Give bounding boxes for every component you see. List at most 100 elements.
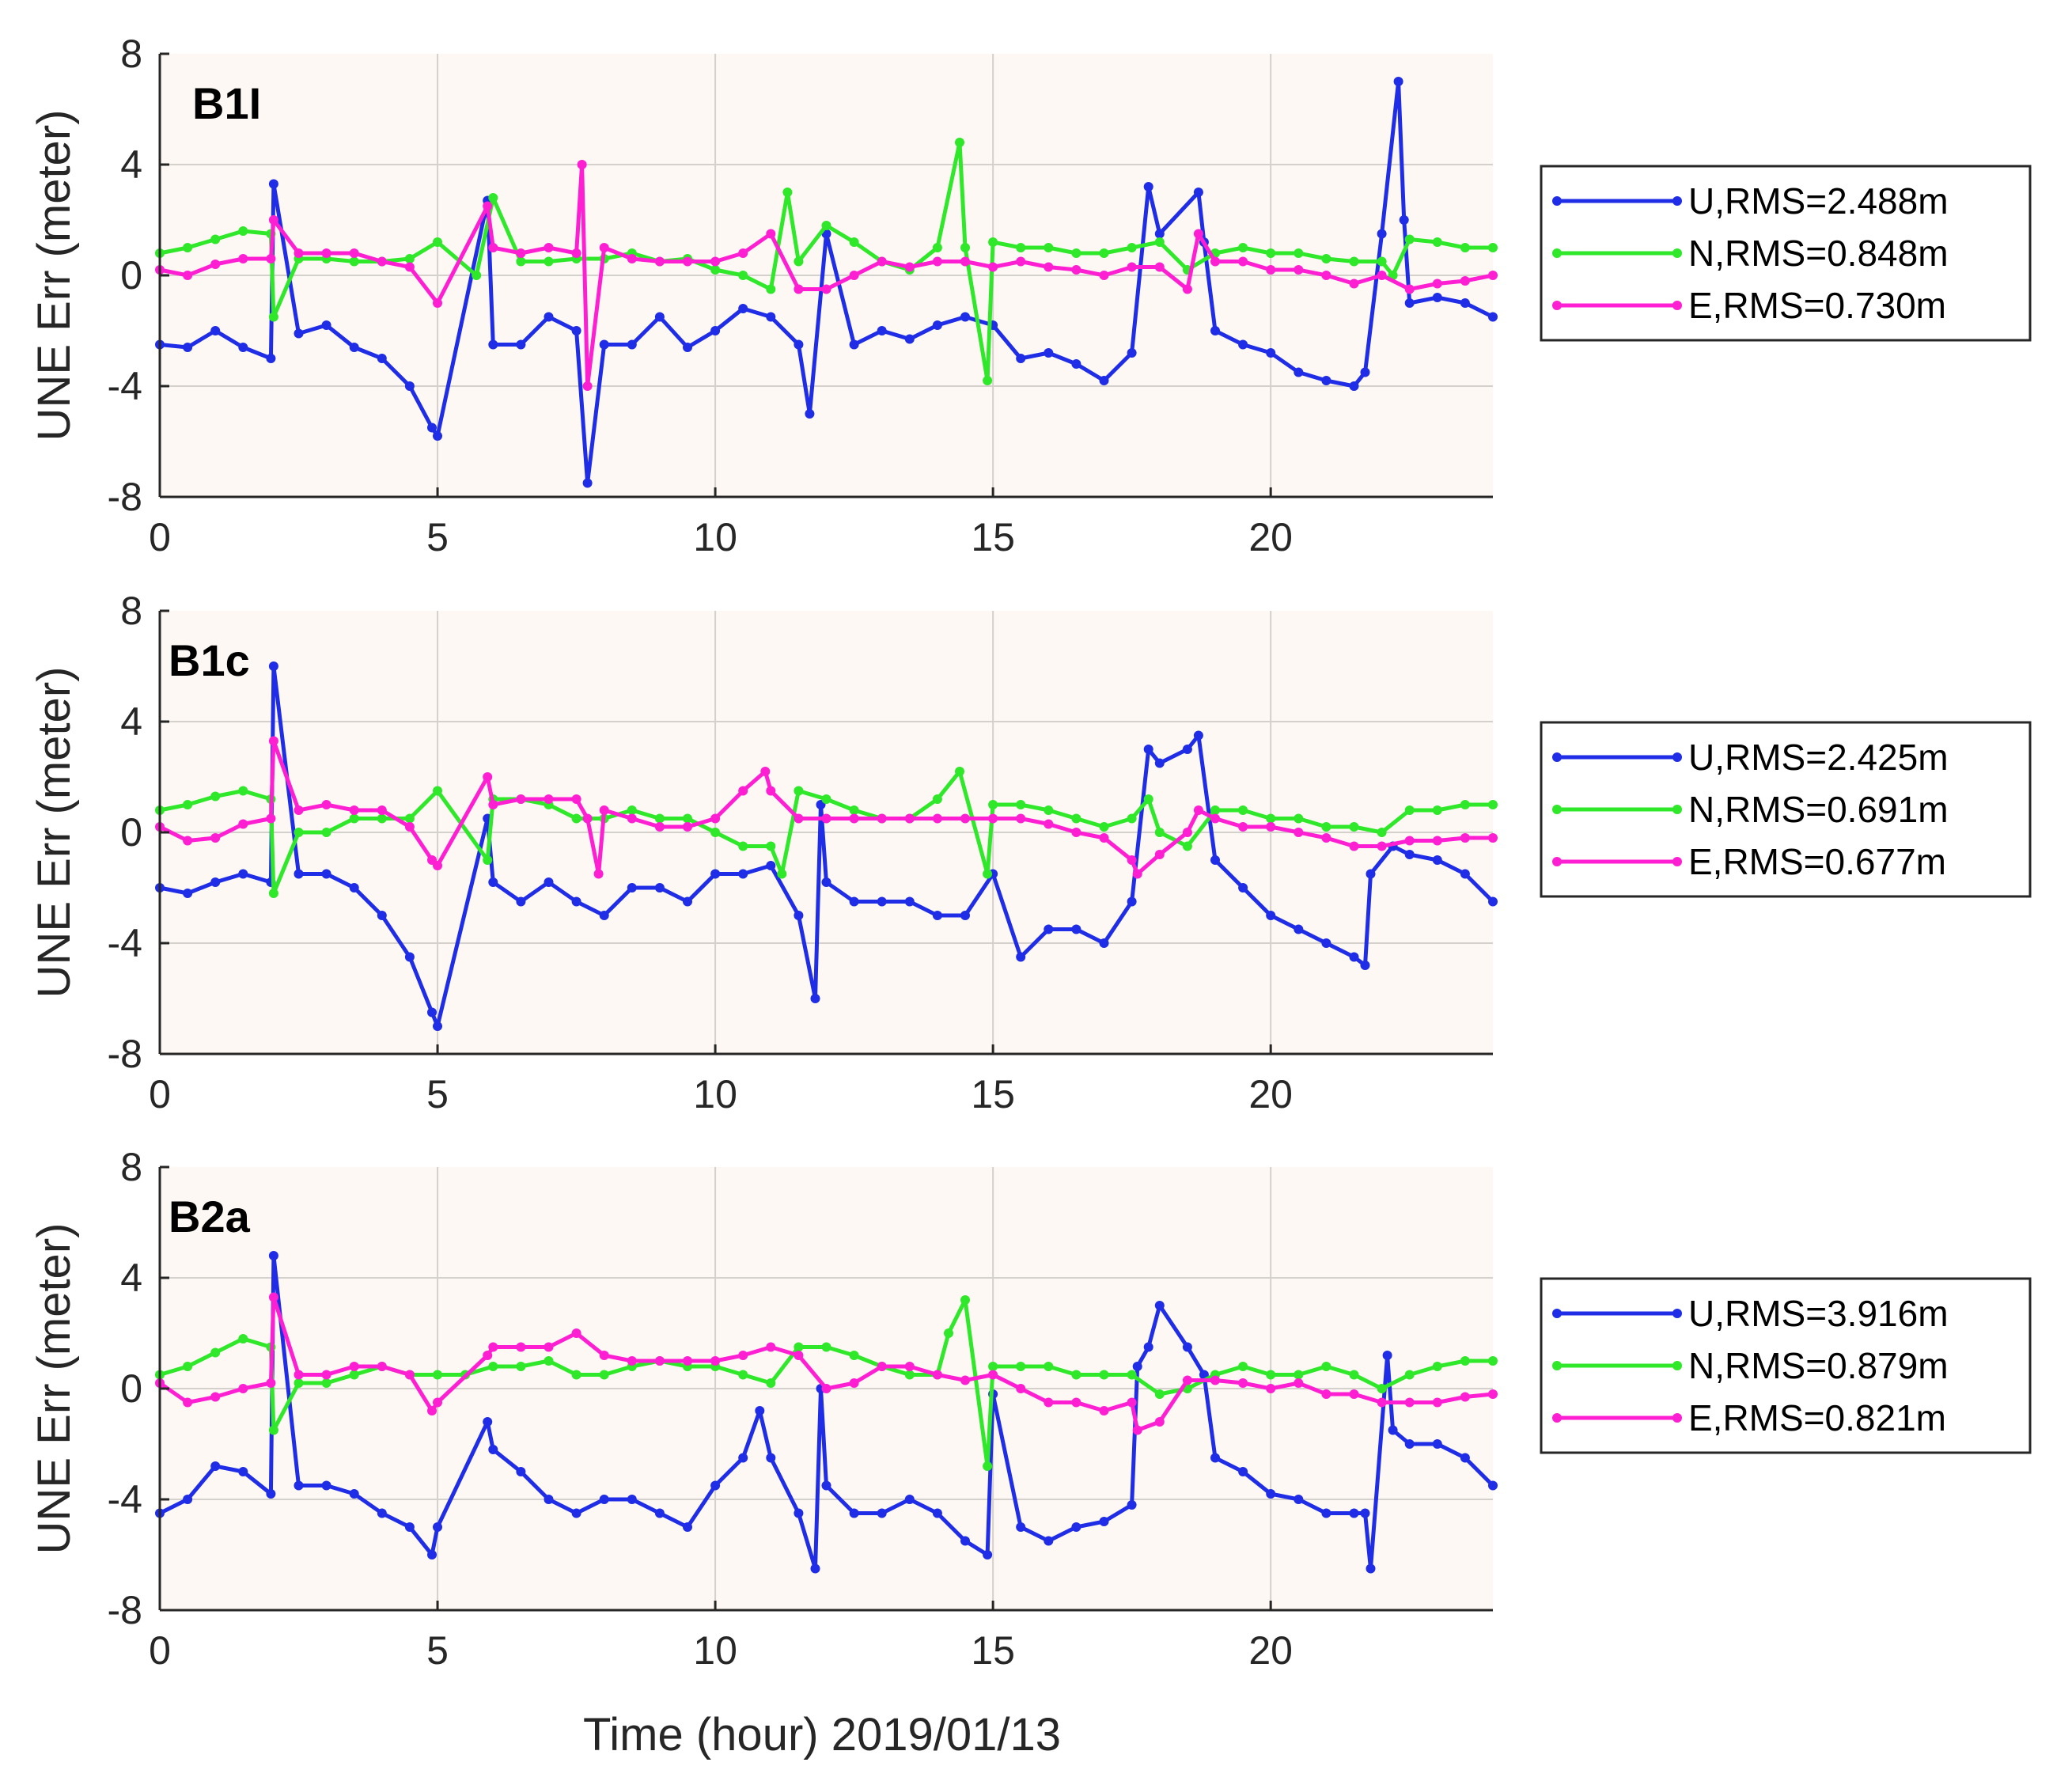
data-point-n xyxy=(1127,243,1137,252)
data-point-e xyxy=(1016,256,1026,267)
data-point-n xyxy=(960,1295,970,1305)
legend-marker xyxy=(1672,1413,1682,1423)
data-point-e xyxy=(904,813,915,824)
data-point-e xyxy=(488,1342,498,1352)
data-point-e xyxy=(1071,265,1081,275)
y-tick-label: 0 xyxy=(120,1366,142,1411)
legend-marker xyxy=(1552,805,1562,814)
data-point-u xyxy=(738,304,748,313)
data-point-u xyxy=(294,869,304,879)
data-point-n xyxy=(1266,813,1276,824)
data-point-e xyxy=(849,1378,859,1388)
data-point-e xyxy=(571,248,581,258)
y-tick-label: 0 xyxy=(120,810,142,855)
x-tick-label: 10 xyxy=(693,1072,737,1116)
data-point-u xyxy=(1366,869,1376,879)
data-point-n xyxy=(433,786,442,796)
data-point-n xyxy=(794,786,804,796)
data-point-n xyxy=(1404,805,1415,815)
data-point-u xyxy=(1238,1467,1248,1476)
y-tick-label: -8 xyxy=(108,475,142,519)
data-point-u xyxy=(1099,376,1109,385)
data-point-u xyxy=(1182,1342,1192,1352)
data-point-u xyxy=(683,343,692,352)
data-point-n xyxy=(349,1370,359,1380)
data-point-u xyxy=(1404,298,1415,308)
x-tick-label: 20 xyxy=(1248,515,1293,559)
data-point-u xyxy=(1210,855,1220,865)
data-point-n xyxy=(488,193,498,203)
data-point-u xyxy=(238,343,248,352)
data-point-u xyxy=(427,1007,437,1018)
data-point-e xyxy=(599,805,609,815)
data-point-n xyxy=(1404,234,1415,244)
data-point-e xyxy=(627,813,637,824)
data-point-n xyxy=(1266,1370,1276,1380)
y-tick-label: 4 xyxy=(120,1256,142,1300)
data-point-n xyxy=(183,243,193,252)
data-point-u xyxy=(1460,869,1470,879)
data-point-e xyxy=(821,284,831,294)
data-point-u xyxy=(1488,896,1498,907)
data-point-e xyxy=(183,271,193,280)
data-point-n xyxy=(794,256,804,267)
data-point-n xyxy=(1016,243,1026,252)
data-point-u xyxy=(1388,1425,1398,1435)
data-point-u xyxy=(1182,745,1192,754)
data-point-e xyxy=(183,836,193,846)
data-point-n xyxy=(955,767,964,776)
data-point-e xyxy=(268,736,278,746)
data-point-n xyxy=(571,813,581,824)
data-point-n xyxy=(821,221,831,230)
data-point-e xyxy=(821,813,831,824)
data-point-e xyxy=(571,794,581,804)
data-point-n xyxy=(516,256,526,267)
data-point-e xyxy=(760,767,771,776)
data-point-n xyxy=(349,256,359,267)
data-point-n xyxy=(821,794,831,804)
data-point-u xyxy=(766,1453,776,1463)
panel-b2a: 0 5 10 15 20 8 4 0 -4 -8 UNE Err (meter) B2a xyxy=(28,1145,1498,1673)
data-point-e xyxy=(483,201,493,211)
data-point-n xyxy=(1321,1362,1331,1371)
data-point-u xyxy=(404,1522,415,1532)
data-point-e xyxy=(1210,256,1220,267)
data-point-e xyxy=(268,1292,278,1302)
data-point-u xyxy=(183,889,193,898)
data-point-e xyxy=(1266,1384,1276,1393)
data-point-n xyxy=(1044,1362,1054,1371)
data-point-e xyxy=(1321,833,1331,843)
data-point-e xyxy=(571,1328,581,1338)
data-point-u xyxy=(268,1251,278,1260)
data-point-n xyxy=(488,1362,498,1371)
data-point-u xyxy=(1071,924,1081,934)
data-point-e xyxy=(1127,1397,1137,1408)
data-point-u xyxy=(1382,1351,1392,1360)
data-point-n xyxy=(1488,243,1498,252)
data-point-u xyxy=(1349,1508,1359,1518)
data-point-n xyxy=(983,1461,993,1471)
legend-label-u: U,RMS=3.916m xyxy=(1688,1293,1949,1334)
data-point-e xyxy=(1349,1389,1359,1399)
data-point-e xyxy=(766,229,776,239)
data-point-u xyxy=(1294,1495,1304,1504)
data-point-u xyxy=(794,1508,804,1518)
data-point-n xyxy=(349,813,359,824)
y-tick-label: -4 xyxy=(108,1477,142,1522)
data-point-u xyxy=(1321,938,1331,948)
data-point-u xyxy=(599,911,609,920)
data-point-e xyxy=(266,813,276,824)
data-point-u xyxy=(1488,312,1498,322)
data-point-u xyxy=(582,478,593,488)
data-point-e xyxy=(1349,279,1359,289)
data-point-u xyxy=(183,1495,193,1504)
legend-label-e: E,RMS=0.677m xyxy=(1688,841,1946,882)
y-axis-label: UNE Err (meter) xyxy=(28,1223,80,1555)
data-point-u xyxy=(766,861,776,870)
data-point-n xyxy=(1460,800,1470,809)
data-point-e xyxy=(960,256,970,267)
y-tick-label: 8 xyxy=(120,32,142,76)
data-point-n xyxy=(1099,1370,1109,1380)
series-line-e xyxy=(158,739,1493,876)
y-tick-label: 8 xyxy=(120,1145,142,1189)
